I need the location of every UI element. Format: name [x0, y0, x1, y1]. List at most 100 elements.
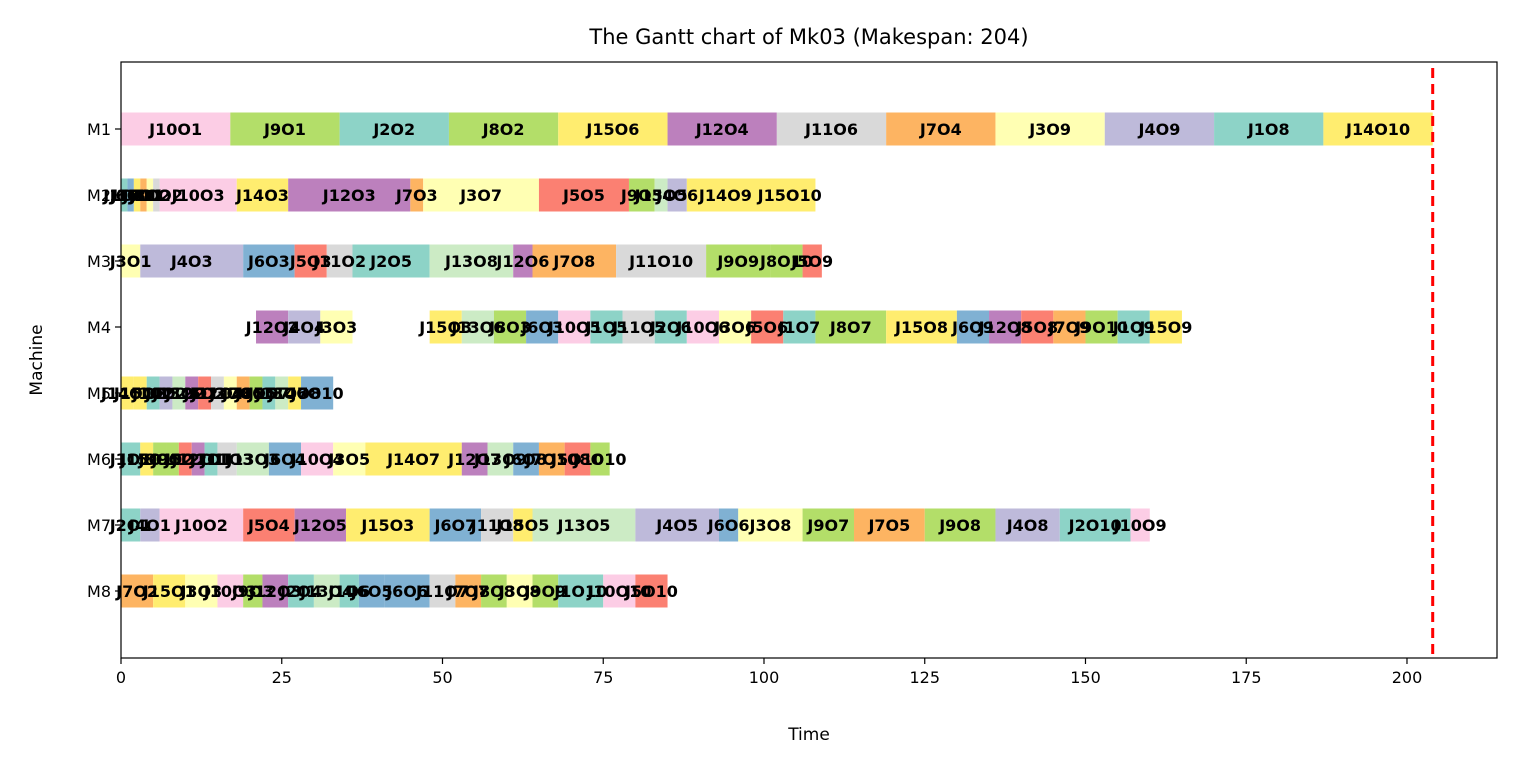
task-label: J11O2	[129, 186, 183, 205]
task-bar-m5-j14o1	[121, 376, 134, 410]
task-label: J13O8	[444, 252, 498, 271]
task-label: J10O10	[586, 582, 651, 601]
y-tick-label-m6: M6	[87, 450, 111, 469]
task-label: J1O7	[777, 318, 820, 337]
task-bar-m5-j4o2	[159, 376, 173, 410]
task-bar-m2-j15o10	[763, 178, 816, 212]
task-bar-m5-j2o7	[262, 376, 276, 410]
task-label: J11O6	[804, 120, 858, 139]
task-label: J7O7	[446, 582, 489, 601]
task-bar-m4-j11o5	[622, 310, 655, 344]
task-bar-m3-j7o8	[532, 244, 617, 278]
task-label: J8O5	[234, 384, 277, 403]
task-label: J1O9	[1112, 318, 1155, 337]
task-bar-m2-j3o2	[146, 178, 154, 212]
task-bar-m2-j12o3	[288, 178, 411, 212]
task-label: J5O10	[624, 582, 678, 601]
task-label: J15O3	[418, 318, 472, 337]
task-label: J1O6	[327, 582, 370, 601]
task-label: J15O8	[894, 318, 948, 337]
task-bar-m8-j9o9	[532, 574, 559, 608]
task-bar-m1-j14o10	[1323, 112, 1433, 146]
task-bar-m4-j10o5	[558, 310, 591, 344]
task-bar-m6-j1o1	[121, 442, 141, 476]
task-bar-m6-j6o4	[268, 442, 302, 476]
task-label: J9O10	[1074, 318, 1128, 337]
task-bar-m6-j10o4	[301, 442, 334, 476]
task-bar-m6-j12o7	[461, 442, 488, 476]
task-bar-m1-j8o2	[448, 112, 559, 146]
task-label: J3O6	[713, 318, 756, 337]
task-bar-m6-j9o2	[166, 442, 179, 476]
task-label: J9O9	[523, 582, 566, 601]
task-label: J6O9	[951, 318, 994, 337]
y-axis-label: Machine	[27, 324, 47, 395]
task-bar-m7-j13o5	[532, 508, 636, 542]
task-label: J7O1	[122, 186, 165, 205]
task-label: J6O7	[433, 516, 476, 535]
task-bar-m4-j1o7	[783, 310, 816, 344]
task-label: J3O9	[1028, 120, 1071, 139]
task-label: J1O2	[131, 384, 174, 403]
task-bar-m1-j11o6	[776, 112, 887, 146]
task-label: J15O10	[757, 186, 822, 205]
task-label: J15O1	[119, 450, 173, 469]
task-bar-m8-j15o1	[153, 574, 186, 608]
task-label: J5O10	[550, 450, 604, 469]
task-bar-m6-j7o10	[538, 442, 565, 476]
task-bar-m2-j6o1	[127, 178, 134, 212]
task-bar-m4-j1o5	[590, 310, 623, 344]
task-label: J2O1	[109, 516, 152, 535]
task-label: J4O4	[282, 318, 325, 337]
task-label: J8O10	[759, 252, 813, 271]
task-label: J3O4	[208, 384, 251, 403]
task-label: J5O2	[183, 384, 226, 403]
task-bar-m7-j10o9	[1130, 508, 1150, 542]
task-label: J2O4	[279, 582, 322, 601]
x-tick-label: 175	[1231, 668, 1262, 687]
task-label: J2O7	[247, 384, 290, 403]
task-label: J6O1	[109, 186, 152, 205]
task-label: J8O7	[829, 318, 872, 337]
task-label: J5O4	[247, 516, 290, 535]
task-label: J14O7	[386, 450, 440, 469]
task-bar-m2-j5o5	[538, 178, 629, 212]
task-bar-m3-j8o10	[770, 244, 803, 278]
task-label: J9O5	[620, 186, 663, 205]
task-bar-m7-j9o8	[924, 508, 996, 542]
task-label: J3O8	[498, 582, 541, 601]
task-bar-m7-j4o1	[140, 508, 160, 542]
task-label: J6O3	[247, 252, 290, 271]
task-bar-m3-j12o6	[513, 244, 533, 278]
y-tick-label-m3: M3	[87, 252, 111, 271]
task-label: J11O10	[628, 252, 693, 271]
task-bar-m5-j7o5	[236, 376, 250, 410]
task-bar-m7-j2o1	[121, 508, 141, 542]
task-label: J11O8	[470, 516, 524, 535]
task-bar-m8-j8o8	[481, 574, 507, 608]
task-bar-m2-j1o1	[121, 178, 128, 212]
task-bar-m5-j14o8	[288, 376, 302, 410]
task-label: J14O9	[698, 186, 752, 205]
task-label: J12O4	[695, 120, 749, 139]
task-bar-m2-j3o7	[423, 178, 539, 212]
y-tick-label-m5: M5	[87, 384, 111, 403]
task-label: J5O3	[289, 252, 332, 271]
task-label: J4O1	[128, 516, 171, 535]
task-bar-m3-j6o3	[243, 244, 295, 278]
task-bar-m8-j10o10	[603, 574, 636, 608]
task-bar-m4-j1o9	[1117, 310, 1150, 344]
task-label: J15O6	[585, 120, 639, 139]
task-label: J1O5	[585, 318, 628, 337]
task-label: J4O6	[655, 186, 698, 205]
task-bar-m7-j10o2	[159, 508, 244, 542]
task-label: J11O3	[200, 450, 254, 469]
task-bar-m2-j4o6	[667, 178, 687, 212]
task-label: J2O10	[1068, 516, 1122, 535]
task-bar-m8-j6o5	[358, 574, 385, 608]
task-bar-m4-j15o3	[429, 310, 462, 344]
task-label: J4O3	[170, 252, 213, 271]
task-bar-m8-j7o2	[121, 574, 154, 608]
task-bar-m7-j12o5	[294, 508, 347, 542]
task-label: J9O9	[716, 252, 759, 271]
